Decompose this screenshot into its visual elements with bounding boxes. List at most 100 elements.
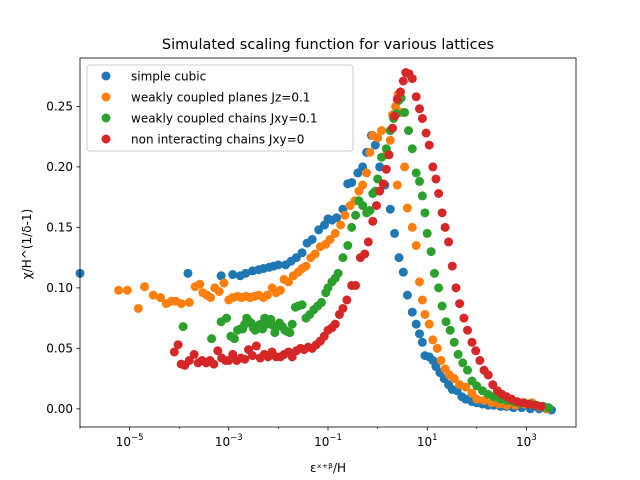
x-tick-label: 10−3 — [215, 433, 243, 449]
data-point — [273, 260, 283, 270]
data-point — [247, 351, 257, 361]
data-point — [307, 234, 317, 244]
legend-marker — [101, 71, 111, 81]
data-point — [434, 283, 444, 293]
data-point — [407, 144, 417, 154]
data-point — [390, 111, 400, 121]
legend-box — [86, 64, 354, 152]
data-point — [422, 228, 432, 238]
data-point — [536, 401, 546, 411]
axes: 10−5 10−3 10−1 101 103 0.00 0.05 0.10 0.15 0.20 0.… — [46, 57, 577, 449]
data-point — [351, 210, 361, 220]
data-point — [377, 152, 387, 162]
data-point — [483, 370, 493, 380]
data-point — [417, 191, 427, 201]
data-point — [347, 222, 357, 232]
data-point — [330, 228, 340, 238]
data-point — [284, 277, 294, 287]
data-point — [342, 295, 352, 305]
legend-label: weakly coupled planes Jz=0.1 — [131, 91, 310, 105]
data-point — [449, 374, 459, 384]
data-point — [471, 346, 481, 356]
plot-area — [75, 68, 556, 415]
data-point — [333, 268, 343, 278]
data-point — [338, 303, 348, 313]
data-point — [362, 168, 372, 178]
data-point — [461, 382, 471, 392]
data-point — [228, 270, 238, 280]
data-point — [432, 343, 442, 353]
data-point — [173, 340, 183, 350]
data-point — [385, 135, 395, 145]
data-point — [424, 140, 434, 150]
data-point — [360, 249, 370, 259]
data-point — [122, 285, 132, 295]
data-point — [213, 346, 223, 356]
data-point — [407, 74, 417, 84]
data-point — [114, 285, 124, 295]
x-tick-label: 10−5 — [116, 433, 144, 449]
x-axis-label: εˣ⁺ᵝ/H — [310, 461, 346, 475]
data-point — [310, 249, 320, 259]
data-point — [156, 293, 166, 303]
legend-label: simple cubic — [131, 70, 206, 84]
y-axis-label: χ/H^(1/δ-1) — [20, 209, 34, 279]
data-point — [297, 300, 307, 310]
data-point — [411, 241, 421, 251]
data-point — [420, 309, 430, 319]
data-point — [140, 282, 150, 292]
y-tick-label: 0.00 — [46, 402, 73, 416]
y-tick-label: 0.25 — [46, 99, 73, 113]
data-point — [169, 347, 179, 357]
data-point — [440, 222, 450, 232]
data-point — [384, 150, 394, 160]
data-point — [447, 261, 457, 271]
data-point — [176, 299, 186, 309]
data-point — [330, 319, 340, 329]
data-point — [459, 313, 469, 323]
x-tick-label: 103 — [516, 433, 537, 449]
data-point — [338, 253, 348, 263]
data-point — [417, 295, 427, 305]
x-tick-label: 101 — [417, 433, 438, 449]
data-point — [195, 279, 205, 289]
data-point — [287, 319, 297, 329]
data-point — [351, 280, 361, 290]
data-point — [388, 123, 398, 133]
data-point — [216, 271, 226, 281]
data-point — [133, 303, 143, 313]
data-point — [332, 213, 342, 223]
data-point — [392, 180, 402, 190]
data-point — [407, 307, 417, 317]
data-point — [415, 176, 425, 186]
legend: simple cubic weakly coupled planes Jz=0.1… — [86, 64, 354, 152]
data-point — [285, 328, 295, 338]
data-point — [415, 329, 425, 339]
data-point — [240, 354, 250, 364]
data-point — [449, 337, 459, 347]
data-point — [392, 94, 402, 104]
data-point — [458, 358, 468, 368]
y-tick-label: 0.10 — [46, 281, 73, 295]
data-point — [396, 87, 406, 97]
legend-marker — [101, 92, 111, 102]
data-point — [451, 283, 461, 293]
data-point — [417, 337, 427, 347]
data-point — [378, 179, 388, 189]
data-point — [178, 322, 188, 332]
data-point — [183, 268, 193, 278]
data-point — [444, 237, 454, 247]
data-point — [390, 228, 400, 238]
data-point — [373, 133, 383, 143]
data-point — [347, 178, 357, 188]
data-point — [184, 355, 194, 365]
data-point — [297, 248, 307, 258]
data-point — [209, 359, 219, 369]
data-point — [437, 208, 447, 218]
data-point — [467, 337, 477, 347]
data-point — [398, 267, 408, 277]
data-point — [385, 204, 395, 214]
data-point — [370, 140, 380, 150]
data-point — [437, 301, 447, 311]
